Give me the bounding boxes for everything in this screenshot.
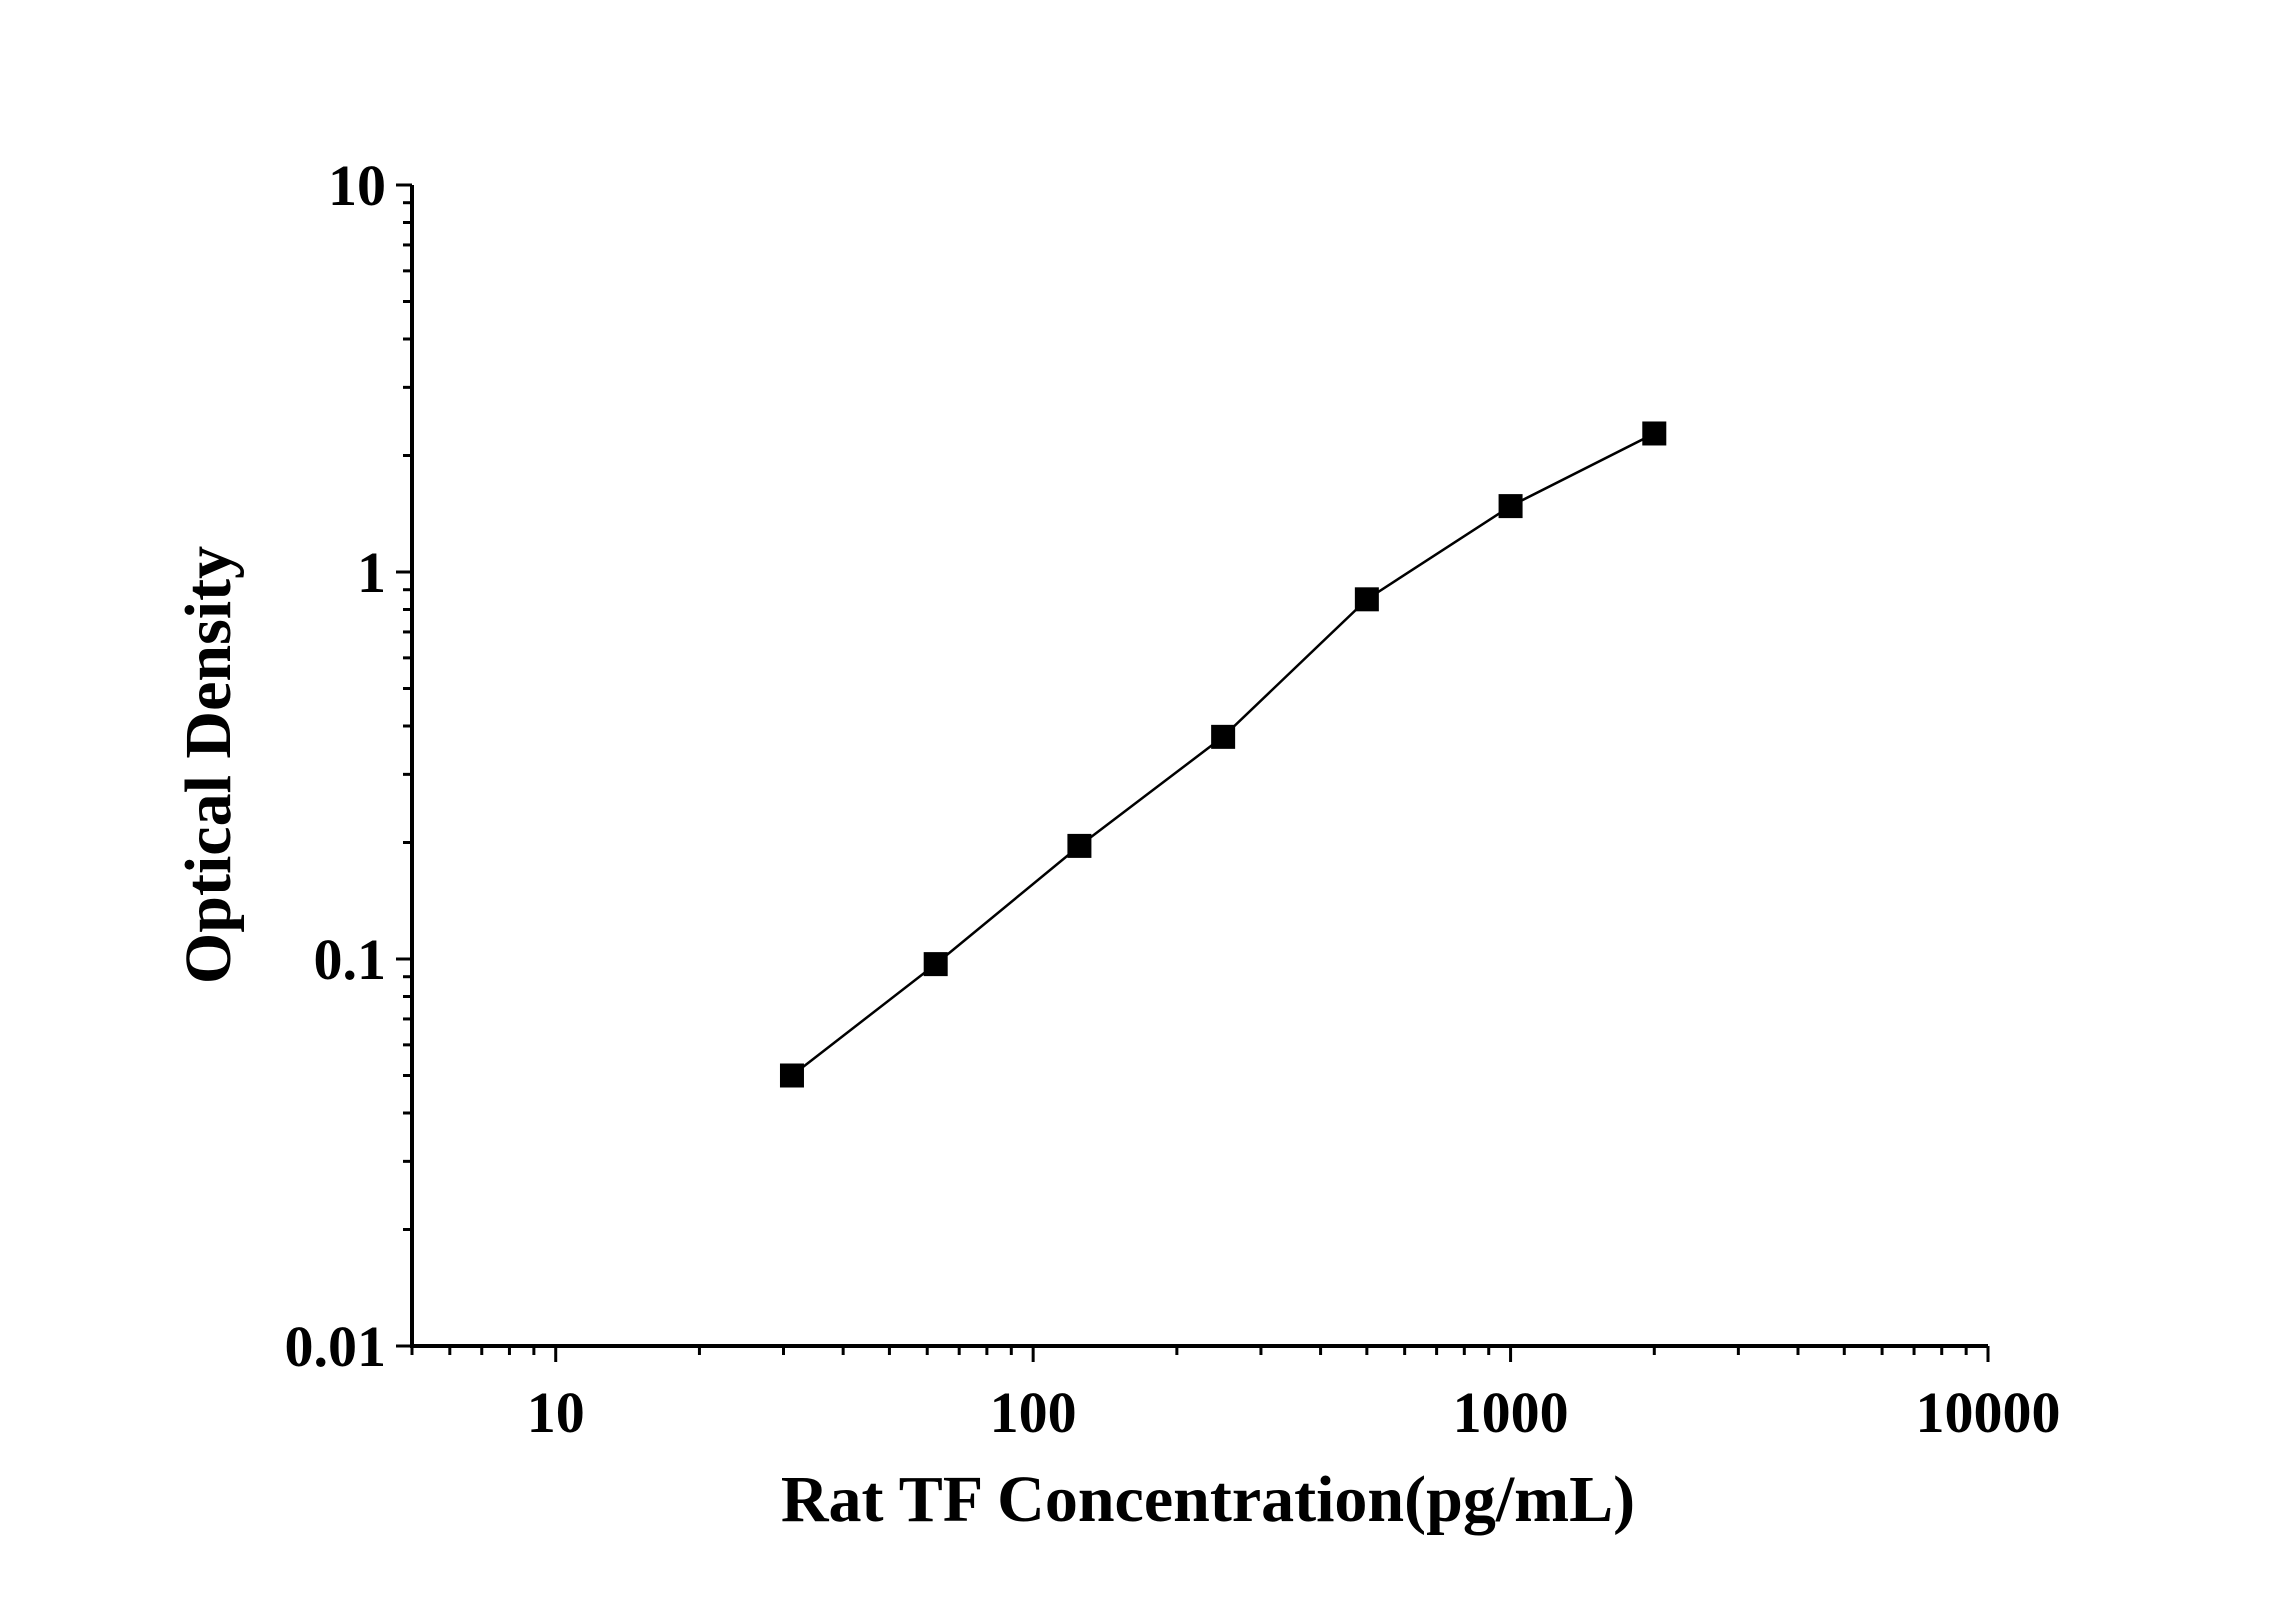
series-markers bbox=[779, 421, 1667, 1088]
y-tick-labels: 0.01 0.1 1 10 bbox=[285, 153, 387, 1379]
x-tick-label: 10 bbox=[527, 1380, 585, 1445]
y-tick-label: 10 bbox=[328, 153, 386, 218]
x-axis-title: Rat TF Concentration(pg/mL) bbox=[781, 1463, 1635, 1536]
x-tick-label: 10000 bbox=[1916, 1380, 2061, 1445]
x-tick-label: 100 bbox=[990, 1380, 1077, 1445]
data-point-marker bbox=[1354, 587, 1379, 612]
y-axis-title: Optical Density bbox=[172, 546, 245, 984]
data-point-marker bbox=[1067, 833, 1092, 858]
x-tick-labels: 10 100 1000 10000 bbox=[527, 1380, 2061, 1445]
x-minor-ticks bbox=[410, 1346, 1968, 1355]
data-point-marker bbox=[923, 952, 948, 977]
data-point-marker bbox=[779, 1063, 804, 1088]
series-line bbox=[791, 432, 1655, 1077]
y-tick-label: 0.01 bbox=[285, 1314, 387, 1379]
x-tick-label: 1000 bbox=[1453, 1380, 1569, 1445]
data-point-marker bbox=[1642, 421, 1667, 446]
y-major-ticks bbox=[396, 183, 412, 1348]
y-tick-label: 1 bbox=[357, 540, 386, 605]
x-major-ticks bbox=[554, 1346, 1990, 1362]
data-point-marker bbox=[1211, 724, 1236, 749]
data-point-marker bbox=[1498, 494, 1523, 519]
y-tick-label: 0.1 bbox=[314, 927, 387, 992]
